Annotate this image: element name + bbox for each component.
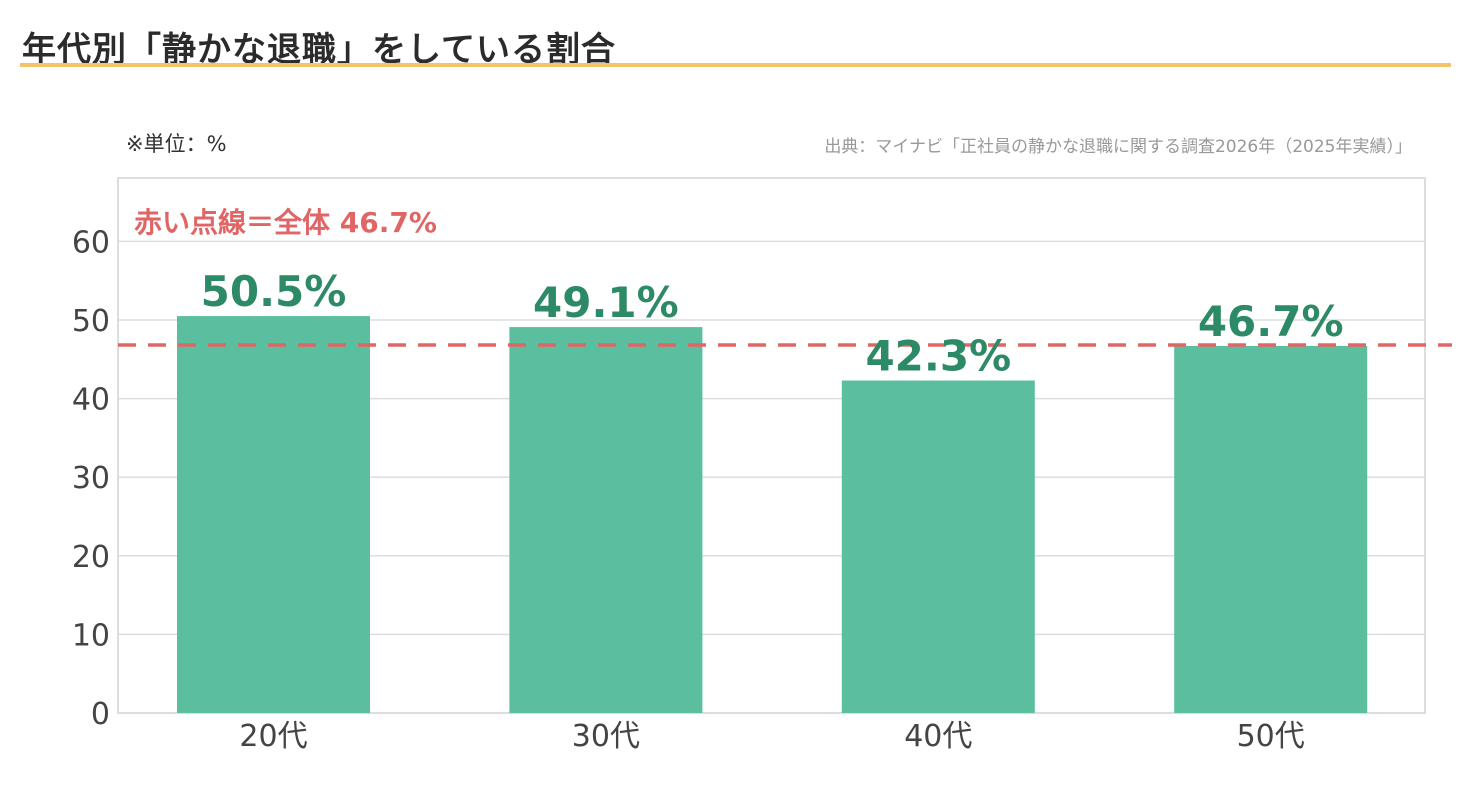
reference-line-note: 赤い点線＝全体 46.7% bbox=[134, 206, 437, 239]
y-tick-label: 60 bbox=[72, 225, 110, 260]
data-labels: 50.5% 49.1% 42.3% 46.7% bbox=[201, 267, 1344, 380]
data-label: 50.5% bbox=[201, 267, 347, 316]
source-note: 出典：マイナビ「正社員の静かな退職に関する調査2026年（2025年実績）」 bbox=[824, 137, 1412, 157]
bar-3 bbox=[841, 380, 1035, 713]
y-tick-label: 40 bbox=[72, 383, 110, 418]
plot-frame bbox=[117, 177, 1426, 714]
bar-2 bbox=[509, 327, 703, 713]
title-underline bbox=[20, 63, 1451, 67]
y-tick-label: 50 bbox=[72, 304, 110, 339]
data-label: 46.7% bbox=[1198, 297, 1344, 346]
y-tick-label: 0 bbox=[91, 697, 110, 732]
bar-4 bbox=[1174, 345, 1368, 713]
y-tick-label: 30 bbox=[72, 461, 110, 496]
bars bbox=[177, 316, 1368, 713]
x-axis-ticks: 20代 30代 40代 50代 bbox=[239, 719, 1304, 754]
y-tick-label: 10 bbox=[72, 618, 110, 653]
x-tick-label: 30代 bbox=[572, 719, 640, 754]
data-label: 42.3% bbox=[865, 332, 1011, 381]
unit-note: ※単位：% bbox=[126, 132, 227, 156]
x-tick-label: 50代 bbox=[1237, 719, 1305, 754]
x-tick-label: 40代 bbox=[904, 719, 972, 754]
y-axis-ticks: 0 10 20 30 40 50 60 bbox=[72, 225, 110, 732]
x-tick-label: 20代 bbox=[239, 719, 307, 754]
y-tick-label: 20 bbox=[72, 540, 110, 575]
data-label: 49.1% bbox=[533, 278, 679, 327]
bar-1 bbox=[177, 316, 370, 713]
